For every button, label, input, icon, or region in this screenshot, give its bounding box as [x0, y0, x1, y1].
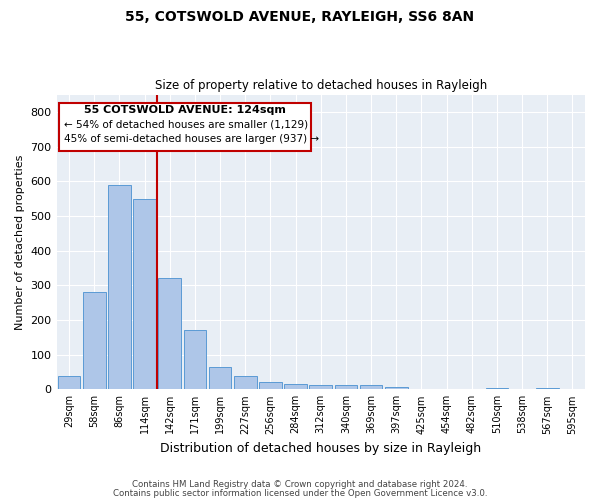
- Bar: [133, 198, 156, 390]
- Bar: [209, 367, 232, 390]
- Bar: [536, 388, 559, 390]
- Text: Contains public sector information licensed under the Open Government Licence v3: Contains public sector information licen…: [113, 488, 487, 498]
- Bar: [234, 376, 257, 390]
- Bar: [485, 388, 508, 390]
- Text: 45% of semi-detached houses are larger (937) →: 45% of semi-detached houses are larger (…: [64, 134, 319, 144]
- Bar: [108, 184, 131, 390]
- Bar: [158, 278, 181, 390]
- Bar: [58, 376, 80, 390]
- X-axis label: Distribution of detached houses by size in Rayleigh: Distribution of detached houses by size …: [160, 442, 481, 455]
- Text: ← 54% of detached houses are smaller (1,129): ← 54% of detached houses are smaller (1,…: [64, 120, 308, 130]
- Bar: [310, 385, 332, 390]
- FancyBboxPatch shape: [59, 103, 311, 150]
- Bar: [259, 382, 282, 390]
- Bar: [385, 386, 407, 390]
- Title: Size of property relative to detached houses in Rayleigh: Size of property relative to detached ho…: [155, 79, 487, 92]
- Bar: [184, 330, 206, 390]
- Bar: [83, 292, 106, 390]
- Y-axis label: Number of detached properties: Number of detached properties: [15, 154, 25, 330]
- Bar: [360, 385, 382, 390]
- Bar: [335, 385, 357, 390]
- Text: Contains HM Land Registry data © Crown copyright and database right 2024.: Contains HM Land Registry data © Crown c…: [132, 480, 468, 489]
- Text: 55, COTSWOLD AVENUE, RAYLEIGH, SS6 8AN: 55, COTSWOLD AVENUE, RAYLEIGH, SS6 8AN: [125, 10, 475, 24]
- Text: 55 COTSWOLD AVENUE: 124sqm: 55 COTSWOLD AVENUE: 124sqm: [84, 104, 286, 115]
- Bar: [284, 384, 307, 390]
